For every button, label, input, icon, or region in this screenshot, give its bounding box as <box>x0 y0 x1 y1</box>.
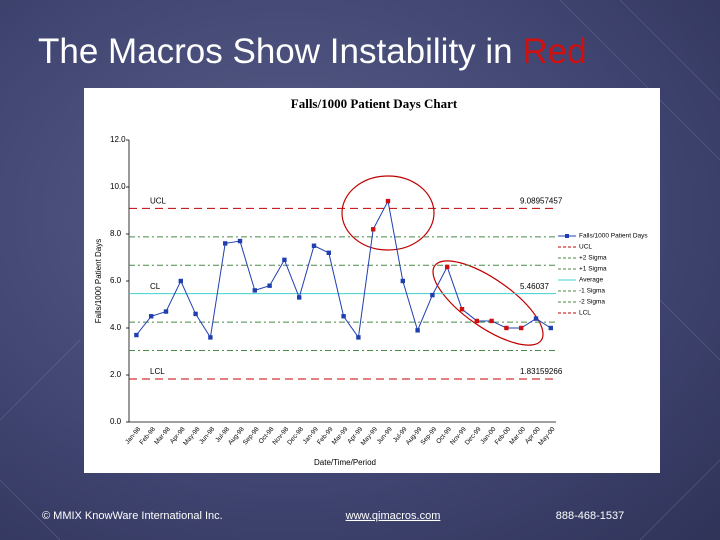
data-point <box>385 198 391 204</box>
data-point <box>193 311 198 317</box>
data-point <box>134 332 139 338</box>
data-point <box>504 325 509 331</box>
limit-left-label: CL <box>150 282 161 291</box>
y-tick-label: 10.0 <box>110 182 126 191</box>
highlight-circle <box>341 175 435 251</box>
legend-swatch-marker <box>565 234 569 238</box>
footer-right: 888-468-1537 <box>556 510 625 522</box>
data-point <box>267 283 272 288</box>
limit-left-label: LCL <box>150 367 165 376</box>
legend-label: UCL <box>579 244 592 251</box>
chart-title: Falls/1000 Patient Days Chart <box>291 96 458 111</box>
x-axis-label: Date/Time/Period <box>314 458 376 467</box>
limit-value-label: 9.08957457 <box>520 197 563 206</box>
y-tick-label: 8.0 <box>110 229 122 238</box>
data-point <box>371 227 376 232</box>
data-point <box>252 288 257 293</box>
y-axis-label: Falls/1000 Patient Days <box>94 239 103 324</box>
data-point <box>163 309 169 314</box>
legend-label: +2 Sigma <box>579 255 607 262</box>
data-point <box>430 292 435 298</box>
data-point <box>341 314 346 319</box>
legend-label: -2 Sigma <box>579 299 605 306</box>
data-point <box>297 295 302 300</box>
y-tick-label: 6.0 <box>110 276 122 285</box>
y-tick-label: 2.0 <box>110 370 122 379</box>
data-point <box>548 325 553 331</box>
data-point <box>178 278 183 284</box>
limit-value-label: 5.46037 <box>520 282 549 291</box>
data-point <box>149 314 154 319</box>
data-point <box>356 335 361 340</box>
y-tick-label: 12.0 <box>110 135 126 144</box>
legend-label: Average <box>579 277 603 284</box>
data-point <box>519 325 524 331</box>
footer-left: © MMIX KnowWare International Inc. <box>42 510 223 522</box>
data-point <box>311 243 317 248</box>
data-point <box>415 328 420 333</box>
data-point <box>223 241 228 246</box>
data-point <box>400 278 405 284</box>
y-tick-label: 4.0 <box>110 323 122 332</box>
legend-box <box>556 229 660 321</box>
legend-label: +1 Sigma <box>579 266 607 273</box>
data-point <box>445 264 450 270</box>
legend-label: -1 Sigma <box>579 288 605 295</box>
data-point <box>459 307 465 312</box>
y-tick-label: 0.0 <box>110 417 122 426</box>
footer-center[interactable]: www.qimacros.com <box>345 510 441 522</box>
limit-value-label: 1.83159266 <box>520 367 563 376</box>
legend-label: Falls/1000 Patient Days <box>579 233 648 240</box>
slide-title: The Macros Show Instability in Red <box>38 32 587 71</box>
data-point <box>326 250 331 255</box>
data-point <box>533 316 539 321</box>
legend-label: LCL <box>579 310 591 317</box>
data-point <box>208 335 213 340</box>
data-point <box>237 238 243 244</box>
data-point <box>489 318 494 324</box>
limit-left-label: UCL <box>150 197 167 206</box>
data-point <box>474 318 479 324</box>
highlight-ellipse <box>432 260 544 346</box>
data-point <box>282 257 287 263</box>
